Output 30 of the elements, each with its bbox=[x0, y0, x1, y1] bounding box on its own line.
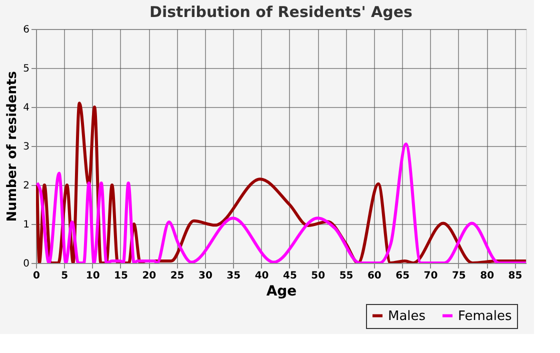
y-tick-label: 0 bbox=[23, 258, 30, 270]
x-tick-label: 20 bbox=[142, 270, 156, 282]
x-tick-label: 0 bbox=[33, 270, 40, 282]
x-tick-label: 75 bbox=[452, 270, 466, 282]
x-tick-label: 70 bbox=[424, 270, 438, 282]
y-axis-title: Number of residents bbox=[5, 70, 20, 222]
x-tick-label: 80 bbox=[480, 270, 494, 282]
y-tick-label: 3 bbox=[23, 142, 30, 152]
x-tick-label: 10 bbox=[86, 270, 100, 282]
x-tick-label: 65 bbox=[396, 270, 410, 282]
y-tick-label: 1 bbox=[23, 220, 30, 230]
x-tick-label: 25 bbox=[170, 270, 184, 282]
y-tick-label: 5 bbox=[23, 64, 30, 74]
x-tick-label: 35 bbox=[226, 270, 241, 282]
legend-label: Males bbox=[388, 308, 426, 324]
x-tick-label: 5 bbox=[61, 270, 68, 282]
x-tick-label: 15 bbox=[114, 270, 128, 282]
x-tick-label: 50 bbox=[311, 270, 326, 282]
y-tick-label: 6 bbox=[23, 24, 30, 36]
x-tick-label: 45 bbox=[282, 270, 297, 282]
y-tick-label: 4 bbox=[23, 102, 30, 114]
x-tick-label: 40 bbox=[254, 270, 269, 282]
y-tick-label: 2 bbox=[23, 180, 30, 192]
legend-label: Females bbox=[458, 308, 512, 324]
x-tick-label: 60 bbox=[367, 270, 382, 282]
x-tick-label: 30 bbox=[198, 270, 212, 282]
chart-title: Distribution of Residents' Ages bbox=[150, 3, 413, 21]
x-tick-label: 55 bbox=[339, 270, 354, 282]
x-tick-label: 85 bbox=[508, 270, 522, 282]
x-axis-title: Age bbox=[266, 284, 297, 300]
